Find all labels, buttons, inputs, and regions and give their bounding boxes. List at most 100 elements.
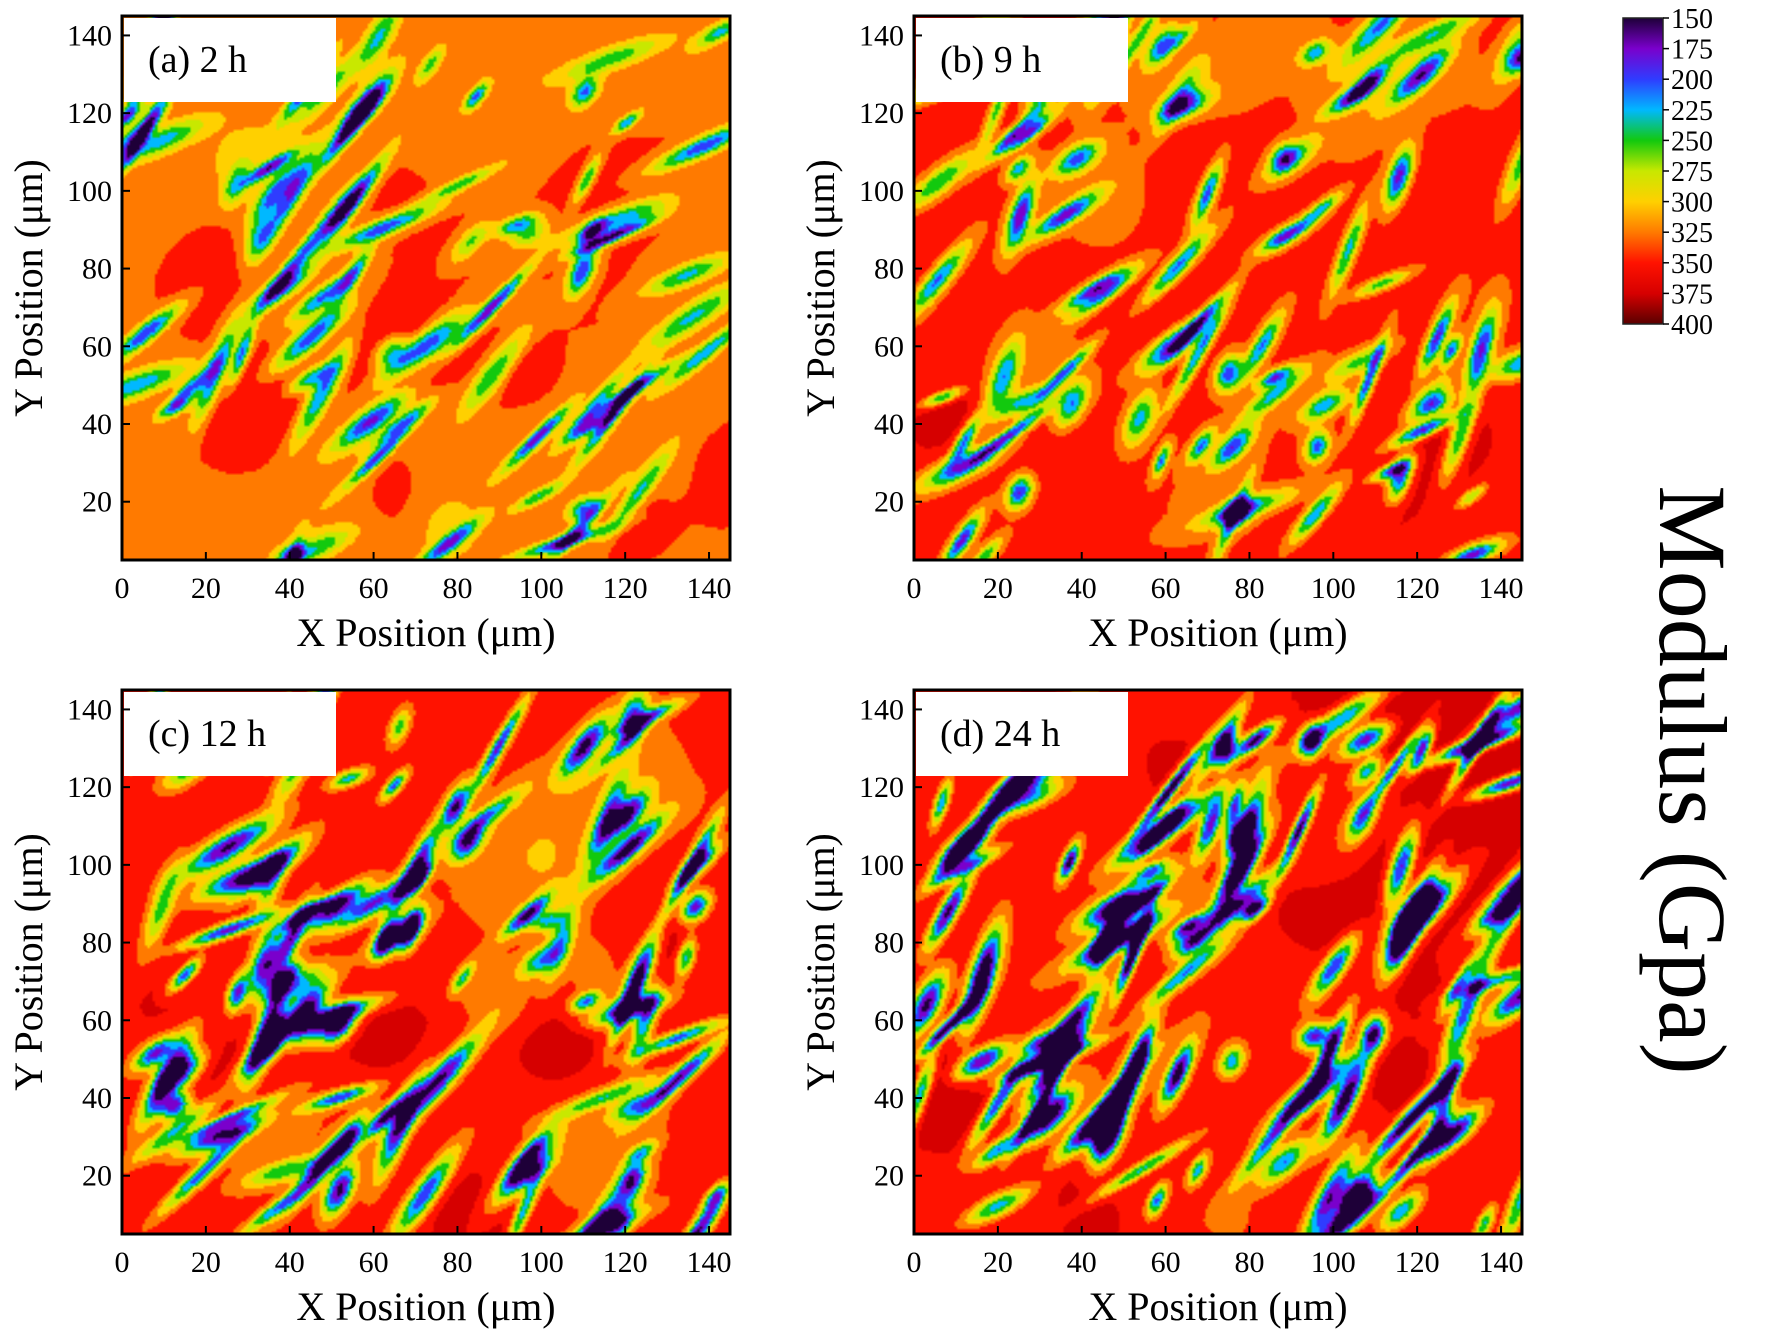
y-tick-label: 100	[859, 175, 904, 208]
colorbar-tick-label: 200	[1671, 65, 1713, 96]
y-tick-label: 20	[82, 486, 112, 519]
x-tick-label: 140	[687, 572, 732, 605]
x-axis-label-a: X Position (μm)	[296, 610, 555, 655]
panel-label-c: (c) 12 h	[148, 713, 266, 755]
y-axis-ticks-b: 20 40 60 80 100 120 140	[859, 19, 922, 519]
colorbar-tick-label: 150	[1671, 4, 1713, 35]
y-tick-label: 100	[67, 849, 112, 882]
x-tick-label: 60	[359, 1246, 389, 1279]
y-tick-label: 120	[859, 771, 904, 804]
colorbar-gradient	[1622, 17, 1664, 325]
x-tick-label: 40	[1067, 572, 1097, 605]
panel-label-b: (b) 9 h	[940, 39, 1041, 81]
y-tick-label: 140	[859, 693, 904, 726]
y-tick-label: 40	[82, 408, 112, 441]
x-tick-label: 100	[1311, 572, 1356, 605]
x-axis-ticks-d: 0 20 40 60 80 100 120 140	[907, 1226, 1524, 1279]
panel-label-d: (d) 24 h	[940, 713, 1060, 755]
heatmap-c	[122, 690, 730, 1234]
x-tick-label: 100	[1311, 1246, 1356, 1279]
heatmap-image	[914, 16, 1522, 560]
x-tick-label: 0	[115, 572, 130, 605]
y-tick-label: 120	[67, 771, 112, 804]
x-tick-label: 80	[1234, 572, 1264, 605]
colorbar-tick-label: 375	[1671, 279, 1713, 310]
x-tick-label: 0	[907, 1246, 922, 1279]
x-tick-label: 80	[442, 572, 472, 605]
x-tick-label: 100	[519, 1246, 564, 1279]
x-tick-label: 60	[1151, 1246, 1181, 1279]
panel-label-box-d	[916, 692, 1128, 776]
y-tick-label: 80	[874, 927, 904, 960]
x-tick-label: 20	[191, 572, 221, 605]
y-tick-label: 120	[67, 97, 112, 130]
y-axis-ticks-a: 20 40 60 80 100 120 140	[67, 19, 130, 519]
y-tick-label: 140	[67, 693, 112, 726]
y-tick-label: 60	[82, 330, 112, 363]
plot-frame-d	[912, 688, 1524, 1236]
y-tick-label: 40	[874, 1082, 904, 1115]
x-axis-ticks-c: 0 20 40 60 80 100 120 140	[115, 1226, 732, 1279]
x-tick-label: 120	[603, 1246, 648, 1279]
panel-b: (b) 9 h 0 20 40 60 80 100 120 140 20 40 60 80 100 12…	[798, 14, 1524, 655]
y-tick-label: 40	[82, 1082, 112, 1115]
y-tick-label: 100	[859, 849, 904, 882]
colorbar-tick-label: 300	[1671, 188, 1713, 219]
colorbar-tick-label: 250	[1671, 126, 1713, 157]
plot-frame-a	[120, 14, 732, 562]
panel-label-box-b	[916, 18, 1128, 102]
x-tick-label: 60	[359, 572, 389, 605]
x-tick-label: 80	[442, 1246, 472, 1279]
plot-frame-b	[912, 14, 1524, 562]
y-tick-label: 80	[874, 253, 904, 286]
panel-c: (c) 12 h 0 20 40 60 80 100 120 140 20 40 60 80 100 1…	[6, 688, 732, 1329]
heatmap-a	[122, 16, 730, 560]
x-tick-label: 80	[1234, 1246, 1264, 1279]
y-tick-label: 20	[874, 486, 904, 519]
y-tick-label: 60	[82, 1004, 112, 1037]
y-tick-label: 80	[82, 253, 112, 286]
y-tick-label: 20	[82, 1160, 112, 1193]
colorbar-tick-label: 175	[1671, 35, 1713, 66]
x-tick-label: 120	[1395, 572, 1440, 605]
heatmap-d	[914, 690, 1522, 1234]
panel-d: (d) 24 h 0 20 40 60 80 100 120 140 20 40 60 80 100 1…	[798, 688, 1524, 1329]
colorbar-tick-label: 225	[1671, 96, 1713, 127]
colorbar-tick-label: 400	[1671, 310, 1713, 341]
panel-label-box-a	[124, 18, 336, 102]
x-tick-label: 40	[1067, 1246, 1097, 1279]
y-axis-label-b: Y Position (μm)	[798, 159, 843, 417]
colorbar-tick-label: 325	[1671, 218, 1713, 249]
x-tick-label: 20	[191, 1246, 221, 1279]
y-tick-label: 120	[859, 97, 904, 130]
panel-label-box-c	[124, 692, 336, 776]
y-tick-label: 140	[67, 19, 112, 52]
y-axis-label-a: Y Position (μm)	[6, 159, 51, 417]
y-tick-label: 80	[82, 927, 112, 960]
colorbar-tick-label: 350	[1671, 249, 1713, 280]
x-tick-label: 0	[115, 1246, 130, 1279]
y-axis-ticks-d: 20 40 60 80 100 120 140	[859, 693, 922, 1193]
y-axis-ticks-c: 20 40 60 80 100 120 140	[67, 693, 130, 1193]
x-tick-label: 140	[1479, 1246, 1524, 1279]
y-tick-label: 40	[874, 408, 904, 441]
x-axis-label-d: X Position (μm)	[1088, 1284, 1347, 1329]
plot-frame-c	[120, 688, 732, 1236]
y-tick-label: 60	[874, 1004, 904, 1037]
x-tick-label: 100	[519, 572, 564, 605]
y-tick-label: 100	[67, 175, 112, 208]
y-tick-label: 20	[874, 1160, 904, 1193]
panel-label-a: (a) 2 h	[148, 39, 247, 81]
x-tick-label: 20	[983, 572, 1013, 605]
colorbar-title: Modulus (Gpa)	[1639, 485, 1746, 1074]
x-tick-label: 40	[275, 572, 305, 605]
x-tick-label: 40	[275, 1246, 305, 1279]
x-tick-label: 0	[907, 572, 922, 605]
x-tick-label: 20	[983, 1246, 1013, 1279]
x-axis-label-c: X Position (μm)	[296, 1284, 555, 1329]
y-tick-label: 60	[874, 330, 904, 363]
y-axis-label-c: Y Position (μm)	[6, 833, 51, 1091]
